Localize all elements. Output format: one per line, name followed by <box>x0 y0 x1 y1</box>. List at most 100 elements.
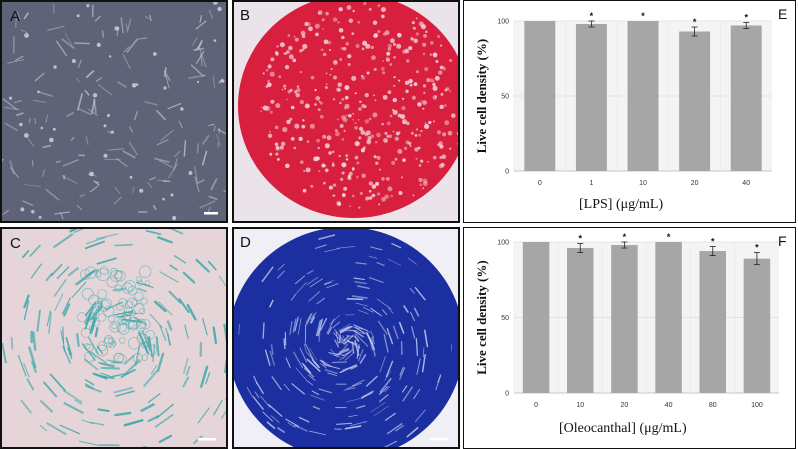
tissue-speck <box>341 171 345 175</box>
tissue-fiber <box>329 314 341 325</box>
tissue-fiber <box>306 270 314 275</box>
tissue-speck <box>420 100 423 102</box>
tissue-speck <box>392 130 395 133</box>
tissue-speck <box>422 187 425 190</box>
tissue-speck <box>336 200 341 206</box>
cell-mark <box>193 47 204 52</box>
tissue-fiber <box>377 320 388 335</box>
cell-mark <box>20 29 28 34</box>
tissue-fiber <box>205 372 211 385</box>
tissue-speck <box>422 107 425 110</box>
tissue-fiber <box>310 316 316 324</box>
tissue-fiber <box>183 358 189 374</box>
tissue-speck <box>267 133 273 139</box>
cell-mark <box>160 129 174 142</box>
tissue-fiber <box>30 360 37 374</box>
cell-mark <box>168 163 178 179</box>
tissue-speck <box>418 133 422 137</box>
tissue-speck <box>438 141 443 146</box>
tissue-speck <box>368 8 372 11</box>
tissue-speck <box>270 99 275 104</box>
tissue-speck <box>344 85 350 91</box>
tissue-speck <box>405 50 410 54</box>
tissue-fiber <box>319 359 327 366</box>
cell-mark <box>70 136 75 142</box>
cell-mark <box>199 200 216 209</box>
tissue-speck <box>355 175 359 179</box>
tissue-speck <box>315 96 321 101</box>
tissue-fiber <box>97 361 116 367</box>
tissue-speck <box>315 156 320 161</box>
tissue-speck <box>300 30 306 36</box>
cell-mark <box>97 83 113 96</box>
tissue-speck <box>284 52 288 56</box>
tissue-fiber <box>353 324 371 333</box>
tissue-speck <box>415 32 419 36</box>
cell-mark <box>95 76 103 83</box>
tissue-fiber <box>2 342 7 364</box>
panel-label-b: B <box>240 7 251 24</box>
tissue-speck <box>434 75 440 81</box>
tissue-speck <box>316 138 320 143</box>
tissue-speck <box>337 201 342 207</box>
tissue-cell <box>135 276 142 283</box>
tissue-fiber <box>353 277 365 280</box>
tissue-cell <box>103 337 114 348</box>
tissue-fiber <box>46 310 51 327</box>
tissue-speck <box>376 192 381 196</box>
cell-mark <box>76 204 83 211</box>
tissue-speck <box>435 60 439 63</box>
tissue-speck <box>374 99 377 102</box>
y-tick-label: 100 <box>497 19 509 26</box>
tissue-fiber <box>305 379 314 386</box>
tissue-speck <box>410 131 414 135</box>
tissue-fiber <box>315 244 327 249</box>
tissue-fiber <box>317 318 323 337</box>
tissue-speck <box>348 171 353 176</box>
tissue-fiber <box>271 376 282 391</box>
tissue-fiber <box>359 354 367 364</box>
tissue-fiber <box>424 329 429 348</box>
tissue-speck <box>324 168 329 173</box>
tissue-speck <box>364 93 369 98</box>
tissue-speck <box>372 112 378 118</box>
micrograph-c-image <box>2 229 226 447</box>
tissue-fiber <box>289 320 293 336</box>
tissue-fiber <box>88 350 107 364</box>
tissue-speck <box>304 21 309 27</box>
cell-mark <box>129 126 134 133</box>
tissue-fiber <box>292 318 297 333</box>
tissue-speck <box>325 83 328 86</box>
tissue-fiber <box>71 281 87 298</box>
tissue-fiber <box>324 369 338 375</box>
tissue-speck <box>419 183 423 187</box>
cell-mark <box>23 133 29 138</box>
tissue-speck <box>321 18 325 22</box>
tissue-fiber <box>293 351 304 369</box>
tissue-cell <box>132 353 143 364</box>
tissue-speck <box>365 196 370 201</box>
tissue-speck <box>456 131 458 136</box>
tissue-fiber <box>23 294 30 309</box>
tissue-speck <box>432 155 437 160</box>
cell-mark <box>23 184 41 187</box>
tissue-fiber <box>361 390 374 399</box>
tissue-speck <box>423 91 426 94</box>
cell-mark <box>52 127 56 131</box>
tissue-fiber <box>384 386 391 393</box>
tissue-cell <box>111 341 117 347</box>
tissue-fiber <box>254 391 260 398</box>
x-tick-label: 40 <box>742 180 750 187</box>
tissue-fiber <box>413 307 420 317</box>
tissue-fiber <box>293 424 308 432</box>
tissue-speck <box>420 159 424 163</box>
cell-mark <box>199 49 203 67</box>
micrograph-c-background <box>2 229 226 447</box>
tissue-speck <box>333 75 337 80</box>
tissue-fiber <box>372 336 375 345</box>
tissue-speck <box>398 131 401 134</box>
tissue-fiber <box>85 385 102 393</box>
cell-mark <box>85 136 89 146</box>
tissue-fiber <box>408 257 417 265</box>
tissue-speck <box>337 21 340 24</box>
